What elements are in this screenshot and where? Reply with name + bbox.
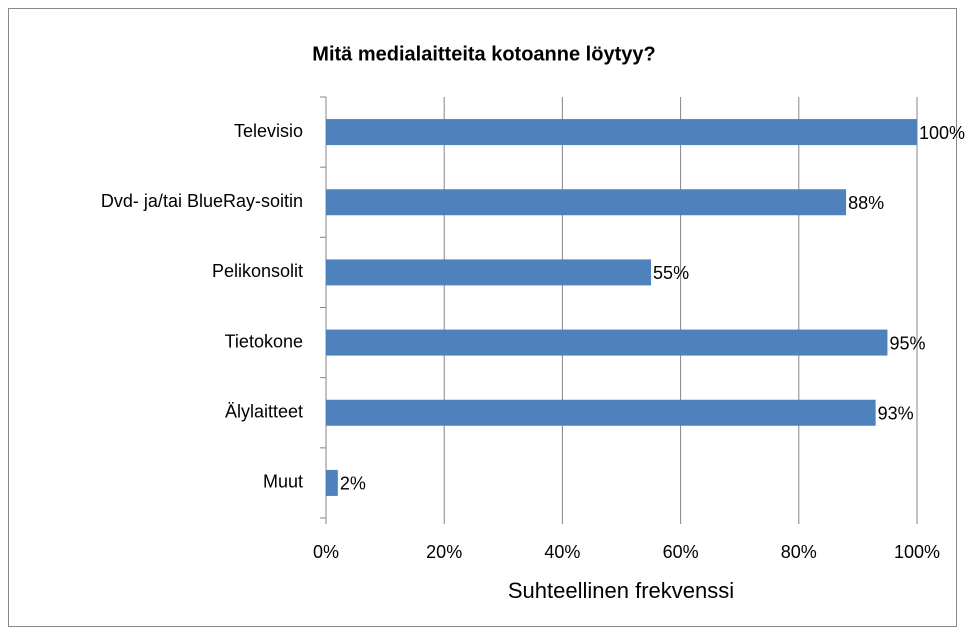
x-tick-label: 40%: [544, 542, 580, 562]
bar: [326, 329, 888, 356]
value-label: 88%: [848, 193, 884, 213]
x-tick-label: 100%: [894, 542, 940, 562]
value-label: 55%: [653, 263, 689, 283]
x-tick-label: 60%: [663, 542, 699, 562]
bar: [326, 259, 652, 286]
chart-title: Mitä medialaitteita kotoanne löytyy?: [312, 43, 655, 65]
x-tick-label: 0%: [313, 542, 339, 562]
y-tick-label: Tietokone: [225, 331, 303, 351]
chart-frame: [8, 8, 957, 627]
bar: [326, 469, 338, 496]
bar: [326, 399, 876, 426]
x-tick-label: 80%: [781, 542, 817, 562]
value-label: 2%: [340, 474, 366, 494]
x-axis-title: Suhteellinen frekvenssi: [508, 578, 734, 603]
y-tick-label: Televisio: [234, 121, 303, 141]
y-tick-label: Dvd- ja/tai BlueRay-soitin: [101, 191, 303, 211]
x-tick-label: 20%: [426, 542, 462, 562]
bar: [326, 119, 917, 146]
value-label: 93%: [878, 404, 914, 424]
value-label: 100%: [919, 123, 965, 143]
bar: [326, 189, 847, 216]
value-label: 95%: [889, 333, 925, 353]
y-tick-label: Muut: [263, 472, 303, 492]
y-tick-label: Pelikonsolit: [212, 261, 303, 281]
y-tick-label: Älylaitteet: [225, 402, 303, 422]
